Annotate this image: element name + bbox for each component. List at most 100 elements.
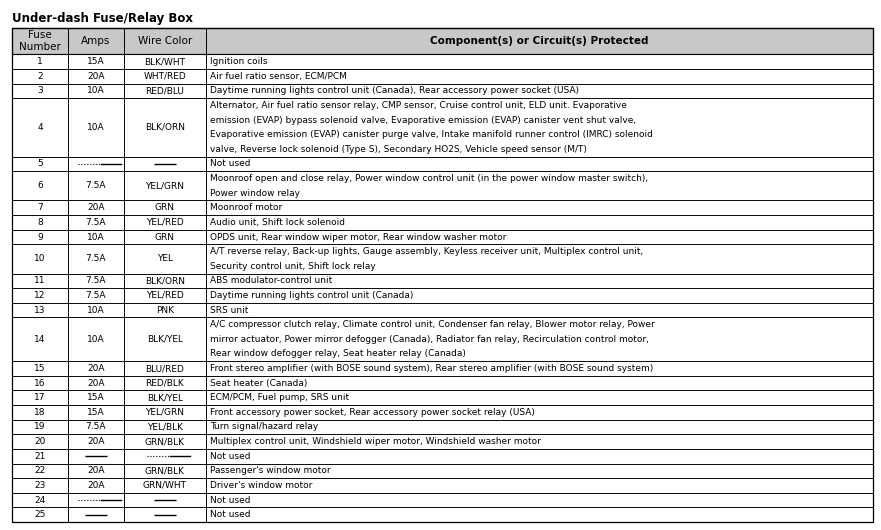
Text: RED/BLU: RED/BLU	[145, 86, 184, 95]
Text: 15: 15	[34, 364, 46, 373]
Text: Rear window defogger relay, Seat heater relay (Canada): Rear window defogger relay, Seat heater …	[210, 349, 465, 358]
Text: 20A: 20A	[87, 481, 105, 490]
Text: Amps: Amps	[81, 36, 111, 46]
Text: 12: 12	[34, 291, 46, 300]
Text: Alternator, Air fuel ratio sensor relay, CMP sensor, Cruise control unit, ELD un: Alternator, Air fuel ratio sensor relay,…	[210, 101, 626, 110]
Text: Evaporative emission (EVAP) canister purge valve, Intake manifold runner control: Evaporative emission (EVAP) canister pur…	[210, 130, 653, 139]
Bar	[12, 69, 873, 84]
Text: YEL/GRN: YEL/GRN	[145, 408, 184, 417]
Text: 10A: 10A	[87, 335, 105, 344]
Text: 7.5A: 7.5A	[85, 291, 107, 300]
Text: 5: 5	[37, 160, 43, 169]
Bar	[12, 28, 873, 54]
Bar	[12, 478, 873, 493]
Text: 10A: 10A	[87, 306, 105, 315]
Bar	[12, 420, 873, 434]
Bar	[12, 200, 873, 215]
Text: 15A: 15A	[87, 393, 105, 402]
Text: Multiplex control unit, Windshield wiper motor, Windshield washer motor: Multiplex control unit, Windshield wiper…	[210, 437, 541, 446]
Bar	[12, 405, 873, 420]
Text: YEL/RED: YEL/RED	[146, 218, 184, 227]
Text: Moonroof motor: Moonroof motor	[210, 204, 282, 213]
Bar	[12, 273, 873, 288]
Text: Seat heater (Canada): Seat heater (Canada)	[210, 378, 307, 387]
Text: Not used: Not used	[210, 160, 250, 169]
Bar	[12, 449, 873, 464]
Bar	[12, 98, 873, 157]
Text: YEL/GRN: YEL/GRN	[145, 181, 184, 190]
Text: Passenger's window motor: Passenger's window motor	[210, 466, 330, 475]
Text: Air fuel ratio sensor, ECM/PCM: Air fuel ratio sensor, ECM/PCM	[210, 72, 346, 81]
Bar	[12, 507, 873, 522]
Text: 7.5A: 7.5A	[85, 254, 107, 263]
Text: Front accessory power socket, Rear accessory power socket relay (USA): Front accessory power socket, Rear acces…	[210, 408, 535, 417]
Text: 20A: 20A	[87, 364, 105, 373]
Text: BLK/WHT: BLK/WHT	[144, 57, 185, 66]
Text: 10A: 10A	[87, 123, 105, 132]
Text: GRN/WHT: GRN/WHT	[143, 481, 187, 490]
Text: 18: 18	[34, 408, 46, 417]
Text: Daytime running lights control unit (Canada): Daytime running lights control unit (Can…	[210, 291, 413, 300]
Text: 1: 1	[37, 57, 43, 66]
Text: GRN/BLK: GRN/BLK	[144, 466, 185, 475]
Text: GRN/BLK: GRN/BLK	[144, 437, 185, 446]
Text: mirror actuator, Power mirror defogger (Canada), Radiator fan relay, Recirculati: mirror actuator, Power mirror defogger (…	[210, 335, 648, 344]
Text: 20A: 20A	[87, 378, 105, 387]
Text: Power window relay: Power window relay	[210, 189, 300, 198]
Text: Not used: Not used	[210, 496, 250, 505]
Text: emission (EVAP) bypass solenoid valve, Evaporative emission (EVAP) canister vent: emission (EVAP) bypass solenoid valve, E…	[210, 116, 636, 125]
Text: Daytime running lights control unit (Canada), Rear accessory power socket (USA): Daytime running lights control unit (Can…	[210, 86, 579, 95]
Text: 10: 10	[34, 254, 46, 263]
Text: Under-dash Fuse/Relay Box: Under-dash Fuse/Relay Box	[12, 13, 193, 25]
Text: 16: 16	[34, 378, 46, 387]
Text: YEL/RED: YEL/RED	[146, 291, 184, 300]
Text: 6: 6	[37, 181, 43, 190]
Text: SRS unit: SRS unit	[210, 306, 248, 315]
Text: Not used: Not used	[210, 510, 250, 519]
Text: 20A: 20A	[87, 72, 105, 81]
Text: BLK/YEL: BLK/YEL	[147, 335, 183, 344]
Bar	[12, 171, 873, 200]
Text: 10A: 10A	[87, 233, 105, 242]
Text: RED/BLK: RED/BLK	[145, 378, 184, 387]
Text: 8: 8	[37, 218, 43, 227]
Text: 4: 4	[37, 123, 43, 132]
Bar	[12, 229, 873, 244]
Text: BLK/ORN: BLK/ORN	[144, 276, 185, 285]
Text: 22: 22	[34, 466, 46, 475]
Text: 10A: 10A	[87, 86, 105, 95]
Text: 15A: 15A	[87, 57, 105, 66]
Text: Moonroof open and close relay, Power window control unit (in the power window ma: Moonroof open and close relay, Power win…	[210, 174, 648, 183]
Text: 15A: 15A	[87, 408, 105, 417]
Bar	[12, 376, 873, 391]
Text: GRN: GRN	[155, 204, 174, 213]
Text: 17: 17	[34, 393, 46, 402]
Bar	[12, 84, 873, 98]
Text: 7.5A: 7.5A	[85, 181, 107, 190]
Text: Security control unit, Shift lock relay: Security control unit, Shift lock relay	[210, 262, 375, 271]
Bar	[12, 244, 873, 273]
Text: BLU/RED: BLU/RED	[145, 364, 184, 373]
Bar	[12, 391, 873, 405]
Text: 21: 21	[34, 452, 46, 461]
Text: Driver's window motor: Driver's window motor	[210, 481, 312, 490]
Text: Ignition coils: Ignition coils	[210, 57, 267, 66]
Bar	[12, 317, 873, 361]
Bar	[12, 361, 873, 376]
Text: ECM/PCM, Fuel pump, SRS unit: ECM/PCM, Fuel pump, SRS unit	[210, 393, 349, 402]
Bar	[12, 215, 873, 229]
Text: Not used: Not used	[210, 452, 250, 461]
Text: 9: 9	[37, 233, 43, 242]
Text: 23: 23	[34, 481, 46, 490]
Text: WHT/RED: WHT/RED	[144, 72, 186, 81]
Text: 2: 2	[37, 72, 43, 81]
Text: A/T reverse relay, Back-up lights, Gauge assembly, Keyless receiver unit, Multip: A/T reverse relay, Back-up lights, Gauge…	[210, 247, 643, 256]
Text: PNK: PNK	[156, 306, 174, 315]
Bar	[12, 493, 873, 507]
Text: 7.5A: 7.5A	[85, 422, 107, 431]
Text: BLK/ORN: BLK/ORN	[144, 123, 185, 132]
Text: 20A: 20A	[87, 437, 105, 446]
Text: BLK/YEL: BLK/YEL	[147, 393, 183, 402]
Text: 7: 7	[37, 204, 43, 213]
Text: Wire Color: Wire Color	[137, 36, 192, 46]
